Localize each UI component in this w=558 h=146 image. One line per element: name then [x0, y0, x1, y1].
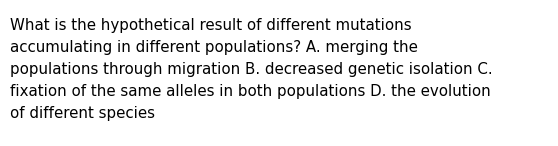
Text: populations through migration B. decreased genetic isolation C.: populations through migration B. decreas…: [10, 62, 493, 77]
Text: What is the hypothetical result of different mutations: What is the hypothetical result of diffe…: [10, 18, 412, 33]
Text: fixation of the same alleles in both populations D. the evolution: fixation of the same alleles in both pop…: [10, 84, 490, 99]
Text: of different species: of different species: [10, 106, 155, 121]
Text: accumulating in different populations? A. merging the: accumulating in different populations? A…: [10, 40, 418, 55]
